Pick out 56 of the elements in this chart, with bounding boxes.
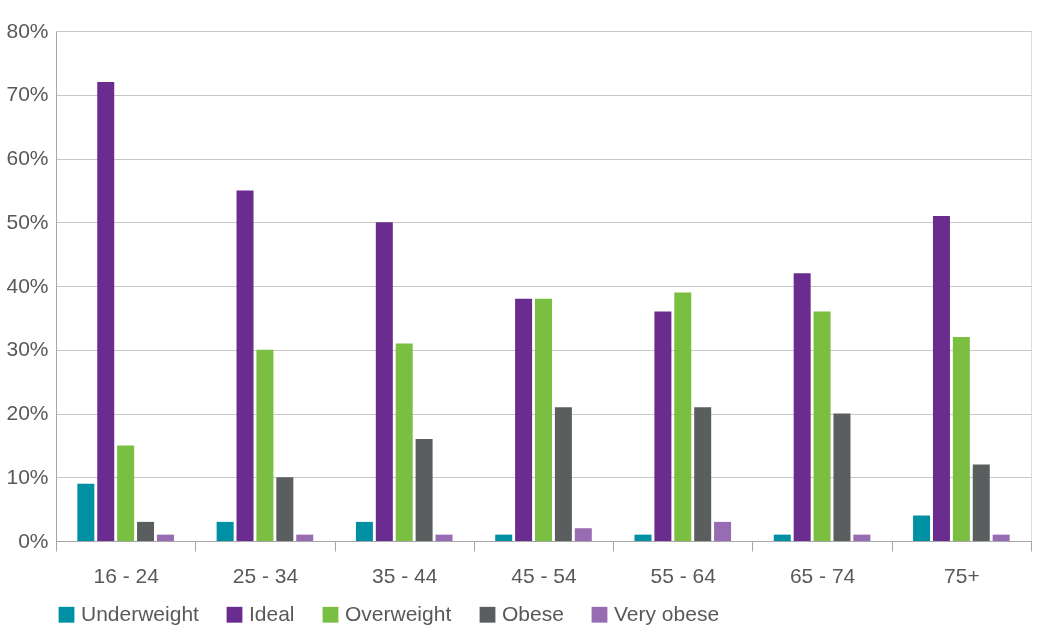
- x-tick-label: 25 - 34: [232, 563, 299, 587]
- y-tick-label: 70%: [6, 82, 49, 106]
- bar: [674, 292, 692, 541]
- legend-label: Underweight: [81, 601, 200, 625]
- bar: [97, 82, 115, 541]
- bar: [216, 521, 234, 541]
- bar: [654, 311, 672, 541]
- bar: [833, 413, 851, 541]
- bar: [435, 534, 453, 541]
- bar: [276, 477, 294, 541]
- legend-label: Ideal: [249, 601, 295, 625]
- x-tick-label: 75+: [944, 563, 980, 587]
- bar: [236, 190, 254, 541]
- bar: [355, 521, 373, 541]
- y-tick-label: 20%: [6, 401, 49, 424]
- y-tick-label: 0%: [18, 528, 49, 552]
- bar: [773, 534, 791, 541]
- bar: [395, 343, 413, 541]
- bar: [574, 528, 592, 541]
- bar: [495, 534, 513, 541]
- x-tick-label: 35 - 44: [372, 563, 438, 587]
- bar: [932, 215, 950, 541]
- bar: [77, 483, 95, 541]
- y-tick-label: 60%: [6, 146, 49, 169]
- bar: [793, 273, 811, 541]
- bar: [554, 407, 572, 541]
- bar: [913, 515, 931, 541]
- y-tick-label: 50%: [6, 209, 49, 233]
- x-tick-label: 55 - 64: [650, 563, 717, 587]
- bar: [156, 534, 174, 541]
- bar: [813, 311, 831, 541]
- bar: [415, 439, 433, 541]
- bar: [375, 222, 393, 541]
- bar: [952, 337, 970, 541]
- x-tick-label: 45 - 54: [511, 563, 577, 587]
- bar: [256, 349, 274, 541]
- x-tick-label: 16 - 24: [93, 563, 160, 587]
- bar: [634, 534, 652, 541]
- legend-label: Very obese: [614, 601, 720, 625]
- bar: [296, 534, 314, 541]
- y-tick-label: 80%: [6, 18, 49, 42]
- x-tick-label: 65 - 74: [789, 563, 856, 587]
- bar: [992, 534, 1010, 541]
- bar: [515, 298, 533, 541]
- legend-label: Obese: [502, 601, 564, 625]
- bar: [137, 521, 155, 541]
- y-tick-label: 40%: [6, 273, 49, 297]
- bar: [535, 298, 552, 541]
- bar: [117, 445, 135, 541]
- bar: [972, 464, 990, 541]
- y-tick-label: 10%: [6, 464, 49, 488]
- y-tick-label: 30%: [6, 337, 49, 361]
- bar: [714, 521, 732, 541]
- legend-label: Overweight: [345, 601, 452, 625]
- bar: [853, 534, 871, 541]
- bar: [694, 407, 712, 541]
